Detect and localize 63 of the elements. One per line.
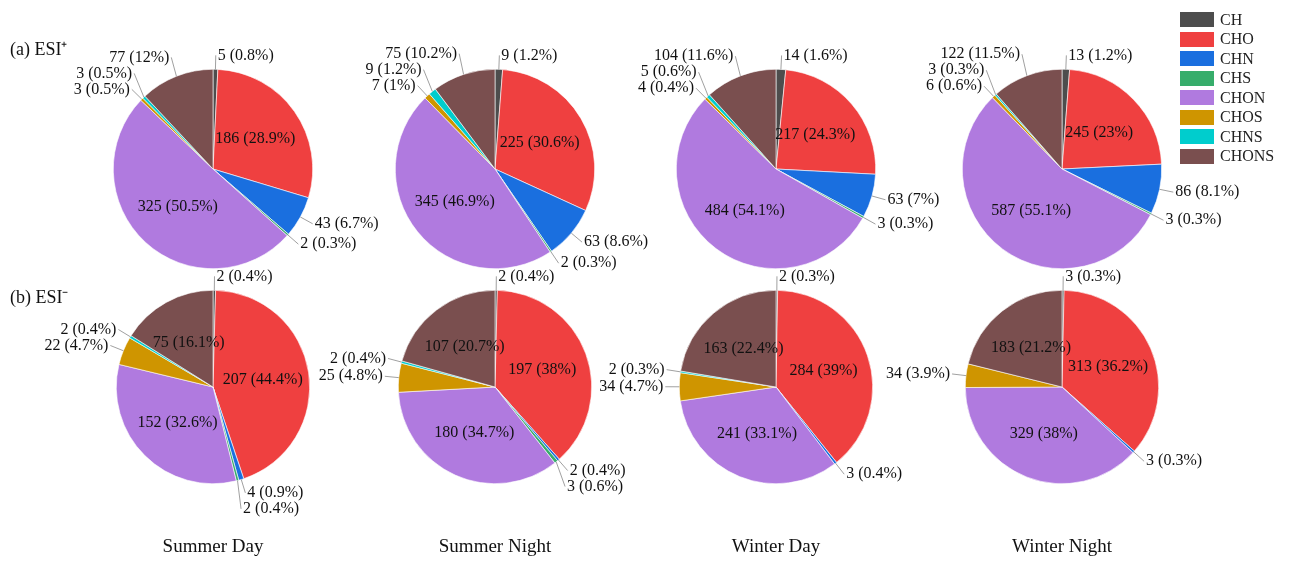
data-label: 104 (11.6%)	[653, 46, 734, 65]
data-label: 284 (39%)	[789, 360, 858, 379]
data-label: 2 (0.3%)	[560, 253, 617, 272]
data-label: 3 (0.3%)	[1165, 210, 1222, 229]
data-label: 2 (0.4%)	[330, 348, 387, 367]
data-label: 2 (0.3%)	[608, 359, 665, 378]
data-label: 2 (0.4%)	[498, 266, 555, 285]
data-label: 3 (0.3%)	[877, 214, 934, 233]
data-label: 9 (1.2%)	[501, 45, 558, 64]
data-label: 63 (7%)	[887, 189, 940, 208]
data-label: 43 (6.7%)	[314, 213, 379, 232]
data-label: 186 (28.9%)	[215, 129, 296, 148]
data-label: 2 (0.3%)	[300, 234, 357, 253]
text: (b) ESI⁻	[10, 286, 69, 308]
data-label: 241 (33.1%)	[716, 423, 797, 442]
data-label: 4 (0.4%)	[638, 78, 695, 97]
data-label: 4 (0.9%)	[247, 483, 304, 502]
data-label: 207 (44.4%)	[222, 369, 303, 388]
data-label: 77 (12%)	[109, 47, 170, 66]
data-label: 180 (34.7%)	[434, 423, 515, 442]
data-label: 3 (0.3%)	[928, 60, 985, 79]
data-label: 152 (32.6%)	[137, 412, 218, 431]
text: Winter Day	[731, 535, 821, 557]
legend-label: CHN	[1219, 49, 1255, 69]
legend-label: CHNS	[1219, 127, 1264, 147]
legend-label: CHO	[1219, 29, 1255, 49]
data-label: 325 (50.5%)	[137, 197, 218, 216]
data-label: 6 (0.6%)	[926, 76, 983, 95]
data-label: 34 (3.9%)	[886, 364, 951, 383]
legend-label: CH	[1219, 10, 1244, 30]
data-label: 5 (0.8%)	[217, 45, 274, 64]
data-label: 587 (55.1%)	[991, 200, 1072, 219]
data-label: 329 (38%)	[1009, 424, 1078, 443]
data-label: 75 (10.2%)	[385, 43, 458, 62]
text: Summer Night	[438, 535, 552, 557]
data-label: 2 (0.4%)	[569, 460, 626, 479]
data-label: 34 (4.7%)	[599, 376, 664, 395]
text: (a) ESI⁺	[10, 38, 68, 60]
data-label: 63 (8.6%)	[584, 232, 649, 251]
data-label: 225 (30.6%)	[499, 132, 580, 151]
data-label: 2 (0.4%)	[60, 319, 117, 338]
legend-label: CHOS	[1219, 107, 1264, 127]
data-label: 245 (23%)	[1065, 123, 1134, 142]
data-label: 197 (38%)	[508, 359, 577, 378]
data-label: 345 (46.9%)	[414, 191, 495, 210]
data-label: 13 (1.2%)	[1068, 45, 1133, 64]
data-label: 14 (1.6%)	[783, 45, 848, 64]
legend-label: CHON	[1219, 88, 1267, 108]
text: Winter Night	[1011, 535, 1113, 557]
data-label: 122 (11.5%)	[940, 44, 1020, 63]
data-label: 86 (8.1%)	[1175, 182, 1240, 201]
text: Summer Day	[162, 535, 264, 557]
data-label: 3 (0.3%)	[1065, 266, 1122, 285]
data-label: 3 (0.3%)	[1146, 451, 1203, 470]
data-label: 2 (0.4%)	[243, 499, 300, 518]
legend-label: CHONS	[1219, 146, 1275, 166]
data-label: 313 (36.2%)	[1068, 357, 1149, 376]
data-label: 484 (54.1%)	[704, 200, 785, 219]
data-label: 25 (4.8%)	[318, 366, 383, 385]
legend-label: CHS	[1219, 68, 1253, 88]
data-label: 2 (0.4%)	[216, 266, 273, 285]
data-label: 2 (0.3%)	[778, 266, 835, 285]
data-label: 3 (0.4%)	[846, 464, 903, 483]
